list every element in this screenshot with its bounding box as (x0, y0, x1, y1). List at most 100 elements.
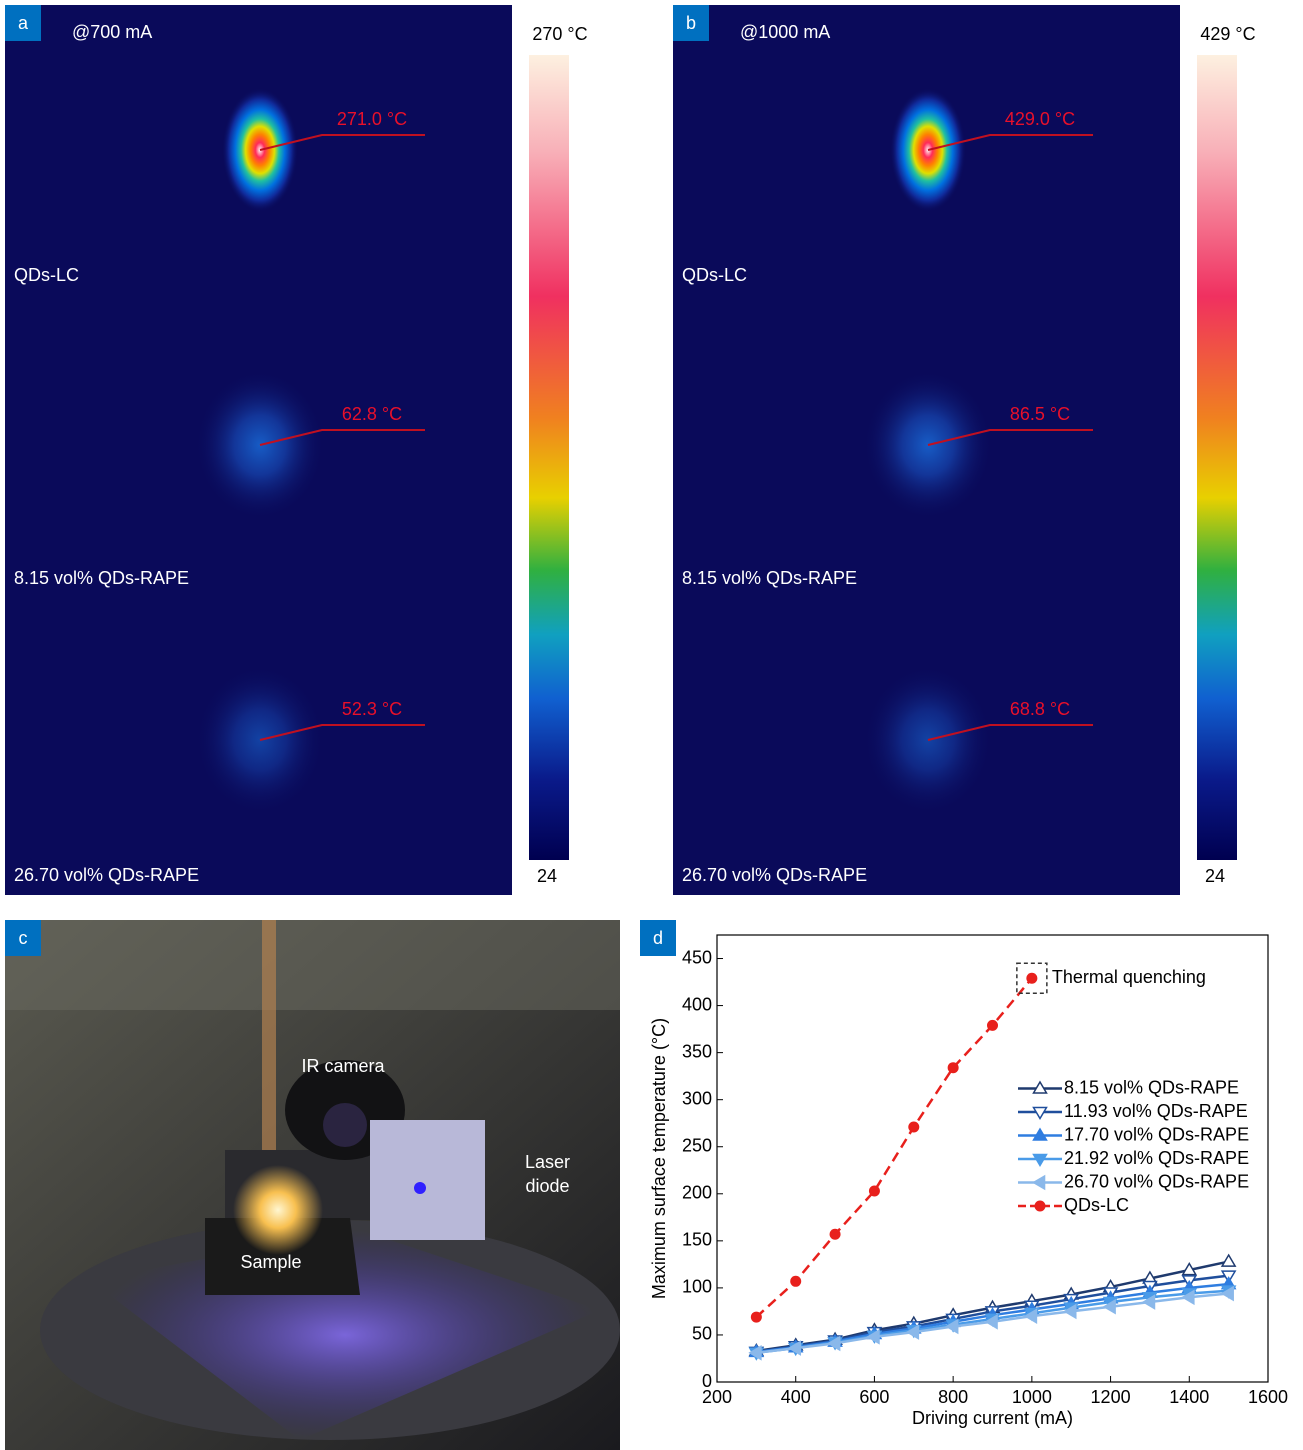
photo-lens (323, 1103, 367, 1147)
max-temp-label: 62.8 °C (342, 404, 402, 424)
colorbar-max: 429 °C (1200, 24, 1255, 44)
photo-sample-glow (233, 1165, 323, 1255)
max-temp-label: 429.0 °C (1005, 109, 1075, 129)
marker (1181, 1262, 1198, 1276)
x-tick-label: 1200 (1091, 1387, 1131, 1407)
colorbar-min: 24 (1205, 866, 1225, 886)
marker (984, 1313, 998, 1330)
x-tick-label: 200 (702, 1387, 732, 1407)
photo-label: IR camera (301, 1056, 385, 1076)
colorbar (1197, 55, 1237, 860)
legend-label: 21.92 vol% QDs-RAPE (1064, 1148, 1249, 1168)
current-label: @700 mA (72, 22, 152, 42)
panel-letter: a (18, 13, 29, 33)
marker (827, 1335, 841, 1352)
legend-marker (1032, 1174, 1046, 1191)
y-tick-label: 200 (682, 1183, 712, 1203)
photo-panel: c IR camera Sample (5, 920, 620, 1450)
y-tick-label: 50 (692, 1324, 712, 1344)
panel-badge (5, 5, 41, 41)
max-temp-label: 68.8 °C (1010, 699, 1070, 719)
marker (908, 1121, 920, 1133)
x-tick-label: 800 (938, 1387, 968, 1407)
marker (905, 1324, 920, 1340)
legend-label: 11.93 vol% QDs-RAPE (1064, 1101, 1248, 1121)
colorbar-max: 270 °C (532, 24, 587, 44)
marker (1063, 1303, 1077, 1320)
x-tick-label: 1400 (1169, 1387, 1209, 1407)
annotation-box (1016, 962, 1048, 995)
y-tick-label: 150 (682, 1230, 712, 1250)
leader-line (927, 429, 1093, 446)
sample-label: QDs-LC (682, 265, 747, 285)
x-tick-label: 1600 (1248, 1387, 1288, 1407)
sample-label: 26.70 vol% QDs-RAPE (682, 865, 867, 885)
photo-laser-spot (414, 1182, 426, 1194)
marker (1181, 1289, 1195, 1306)
y-axis-label: Maximum surface temperature (°C) (649, 1018, 669, 1299)
panel-badge (640, 920, 676, 956)
sample-label: QDs-LC (14, 265, 79, 285)
marker (1102, 1298, 1116, 1315)
y-tick-label: 350 (682, 1041, 712, 1061)
x-tick-label: 400 (781, 1387, 811, 1407)
marker (790, 1275, 802, 1287)
panel-letter: c (19, 928, 28, 948)
legend-marker (1032, 1127, 1048, 1141)
chart: d 0 50 100 150 200 250 300 350 400 450 200 400 600 800… (640, 920, 1288, 1428)
marker (1023, 1308, 1038, 1324)
panel-letter: b (686, 13, 696, 33)
photo-label-box: Laser diode (524, 1152, 571, 1196)
leader-line (927, 134, 1093, 151)
sample-label: 26.70 vol% QDs-RAPE (14, 865, 199, 885)
legend-label: 8.15 vol% QDs-RAPE (1064, 1077, 1239, 1097)
marker (748, 1345, 762, 1361)
marker (1220, 1253, 1237, 1267)
legend-marker (1032, 1153, 1048, 1167)
y-tick-label: 450 (682, 947, 712, 967)
marker (750, 1311, 762, 1323)
panel-badge (5, 920, 41, 956)
y-tick-label: 0 (702, 1371, 712, 1391)
legend-marker (1034, 1200, 1046, 1212)
y-tick-label: 100 (682, 1277, 712, 1297)
legend-marker (1032, 1080, 1048, 1094)
photo-shelf (5, 920, 620, 1010)
annotation: Thermal quenching (1052, 967, 1206, 987)
legend-label: 26.70 vol% QDs-RAPE (1064, 1171, 1249, 1191)
marker (945, 1318, 959, 1335)
marker (1026, 972, 1038, 984)
legend-marker (1032, 1106, 1048, 1120)
x-tick-label: 1000 (1012, 1387, 1052, 1407)
y-tick-label: 250 (682, 1135, 712, 1155)
marker (987, 1019, 998, 1031)
y-tick-label: 400 (682, 994, 712, 1014)
series-line (755, 977, 1033, 1318)
marker (1220, 1285, 1234, 1302)
sample-label: 8.15 vol% QDs-RAPE (682, 568, 857, 588)
max-temp-label: 52.3 °C (342, 699, 402, 719)
leader-line (259, 134, 425, 151)
y-tick-label: 300 (682, 1088, 712, 1108)
panel-badge (673, 5, 709, 41)
marker (947, 1062, 959, 1074)
current-label: @1000 mA (740, 22, 830, 42)
panel-letter: d (653, 928, 663, 948)
photo-post (262, 920, 276, 1220)
x-tick-label: 600 (859, 1387, 889, 1407)
leader-line (259, 724, 425, 741)
marker (829, 1228, 841, 1240)
max-temp-label: 271.0 °C (337, 109, 407, 129)
colorbar (529, 55, 569, 860)
marker (868, 1185, 880, 1197)
max-temp-label: 86.5 °C (1010, 404, 1070, 424)
sample-label: 8.15 vol% QDs-RAPE (14, 568, 189, 588)
marker (866, 1329, 880, 1345)
marker (787, 1340, 802, 1356)
photo-label: Laser diode (524, 1152, 571, 1196)
legend-label: 17.70 vol% QDs-RAPE (1064, 1124, 1249, 1144)
plot-frame (716, 934, 1269, 1383)
thermal-panels: 270 °C 24 a @700 mA 271.0 °C QDs-LC 62.8 °C 8.1… (5, 5, 1256, 895)
marker (1141, 1294, 1156, 1310)
